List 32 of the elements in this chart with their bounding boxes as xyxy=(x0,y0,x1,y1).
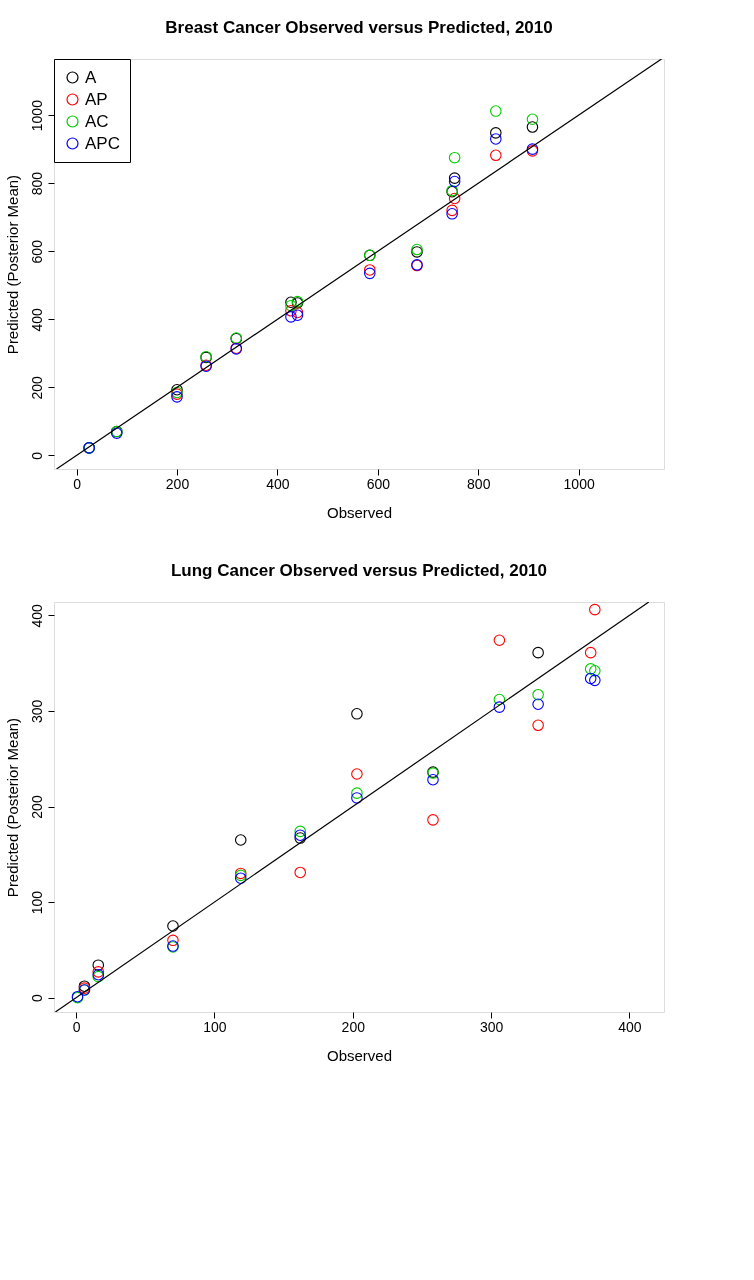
x-tick-label: 400 xyxy=(618,1018,642,1035)
x-tick-label: 200 xyxy=(165,475,190,492)
x-tick-label: 0 xyxy=(72,1018,81,1035)
legend-label: A xyxy=(85,67,97,87)
y-axis-title: Predicted (Posterior Mean) xyxy=(3,174,21,355)
y-tick-label: 0 xyxy=(28,451,45,460)
y-tick-label: 400 xyxy=(28,603,45,628)
y-tick-label: 300 xyxy=(28,699,45,724)
x-axis-title: Observed xyxy=(326,503,393,521)
y-tick-label: 800 xyxy=(28,171,45,196)
legend-label: AP xyxy=(85,89,108,109)
x-tick-label: 0 xyxy=(73,475,82,492)
y-tick-label: 400 xyxy=(28,307,45,332)
x-tick-label: 400 xyxy=(266,475,290,492)
y-tick-label: 200 xyxy=(28,375,45,400)
y-tick-label: 0 xyxy=(28,994,45,1003)
x-tick-label: 1000 xyxy=(563,475,595,492)
legend-label: APC xyxy=(85,133,120,153)
y-axis-title: Predicted (Posterior Mean) xyxy=(3,717,21,898)
x-tick-label: 200 xyxy=(341,1018,366,1035)
y-tick-label: 100 xyxy=(28,890,45,915)
chart-title: Breast Cancer Observed versus Predicted, 2010 xyxy=(165,18,553,37)
x-tick-label: 100 xyxy=(203,1018,227,1035)
legend-label: AC xyxy=(85,111,109,131)
x-tick-label: 300 xyxy=(479,1018,504,1035)
x-axis-title: Observed xyxy=(326,1046,393,1064)
y-tick-label: 600 xyxy=(28,239,45,264)
x-tick-label: 600 xyxy=(366,475,391,492)
y-tick-label: 1000 xyxy=(28,99,45,132)
x-tick-label: 800 xyxy=(467,475,491,492)
y-tick-label: 200 xyxy=(28,795,45,819)
chart-title: Lung Cancer Observed versus Predicted, 2010 xyxy=(170,561,548,580)
